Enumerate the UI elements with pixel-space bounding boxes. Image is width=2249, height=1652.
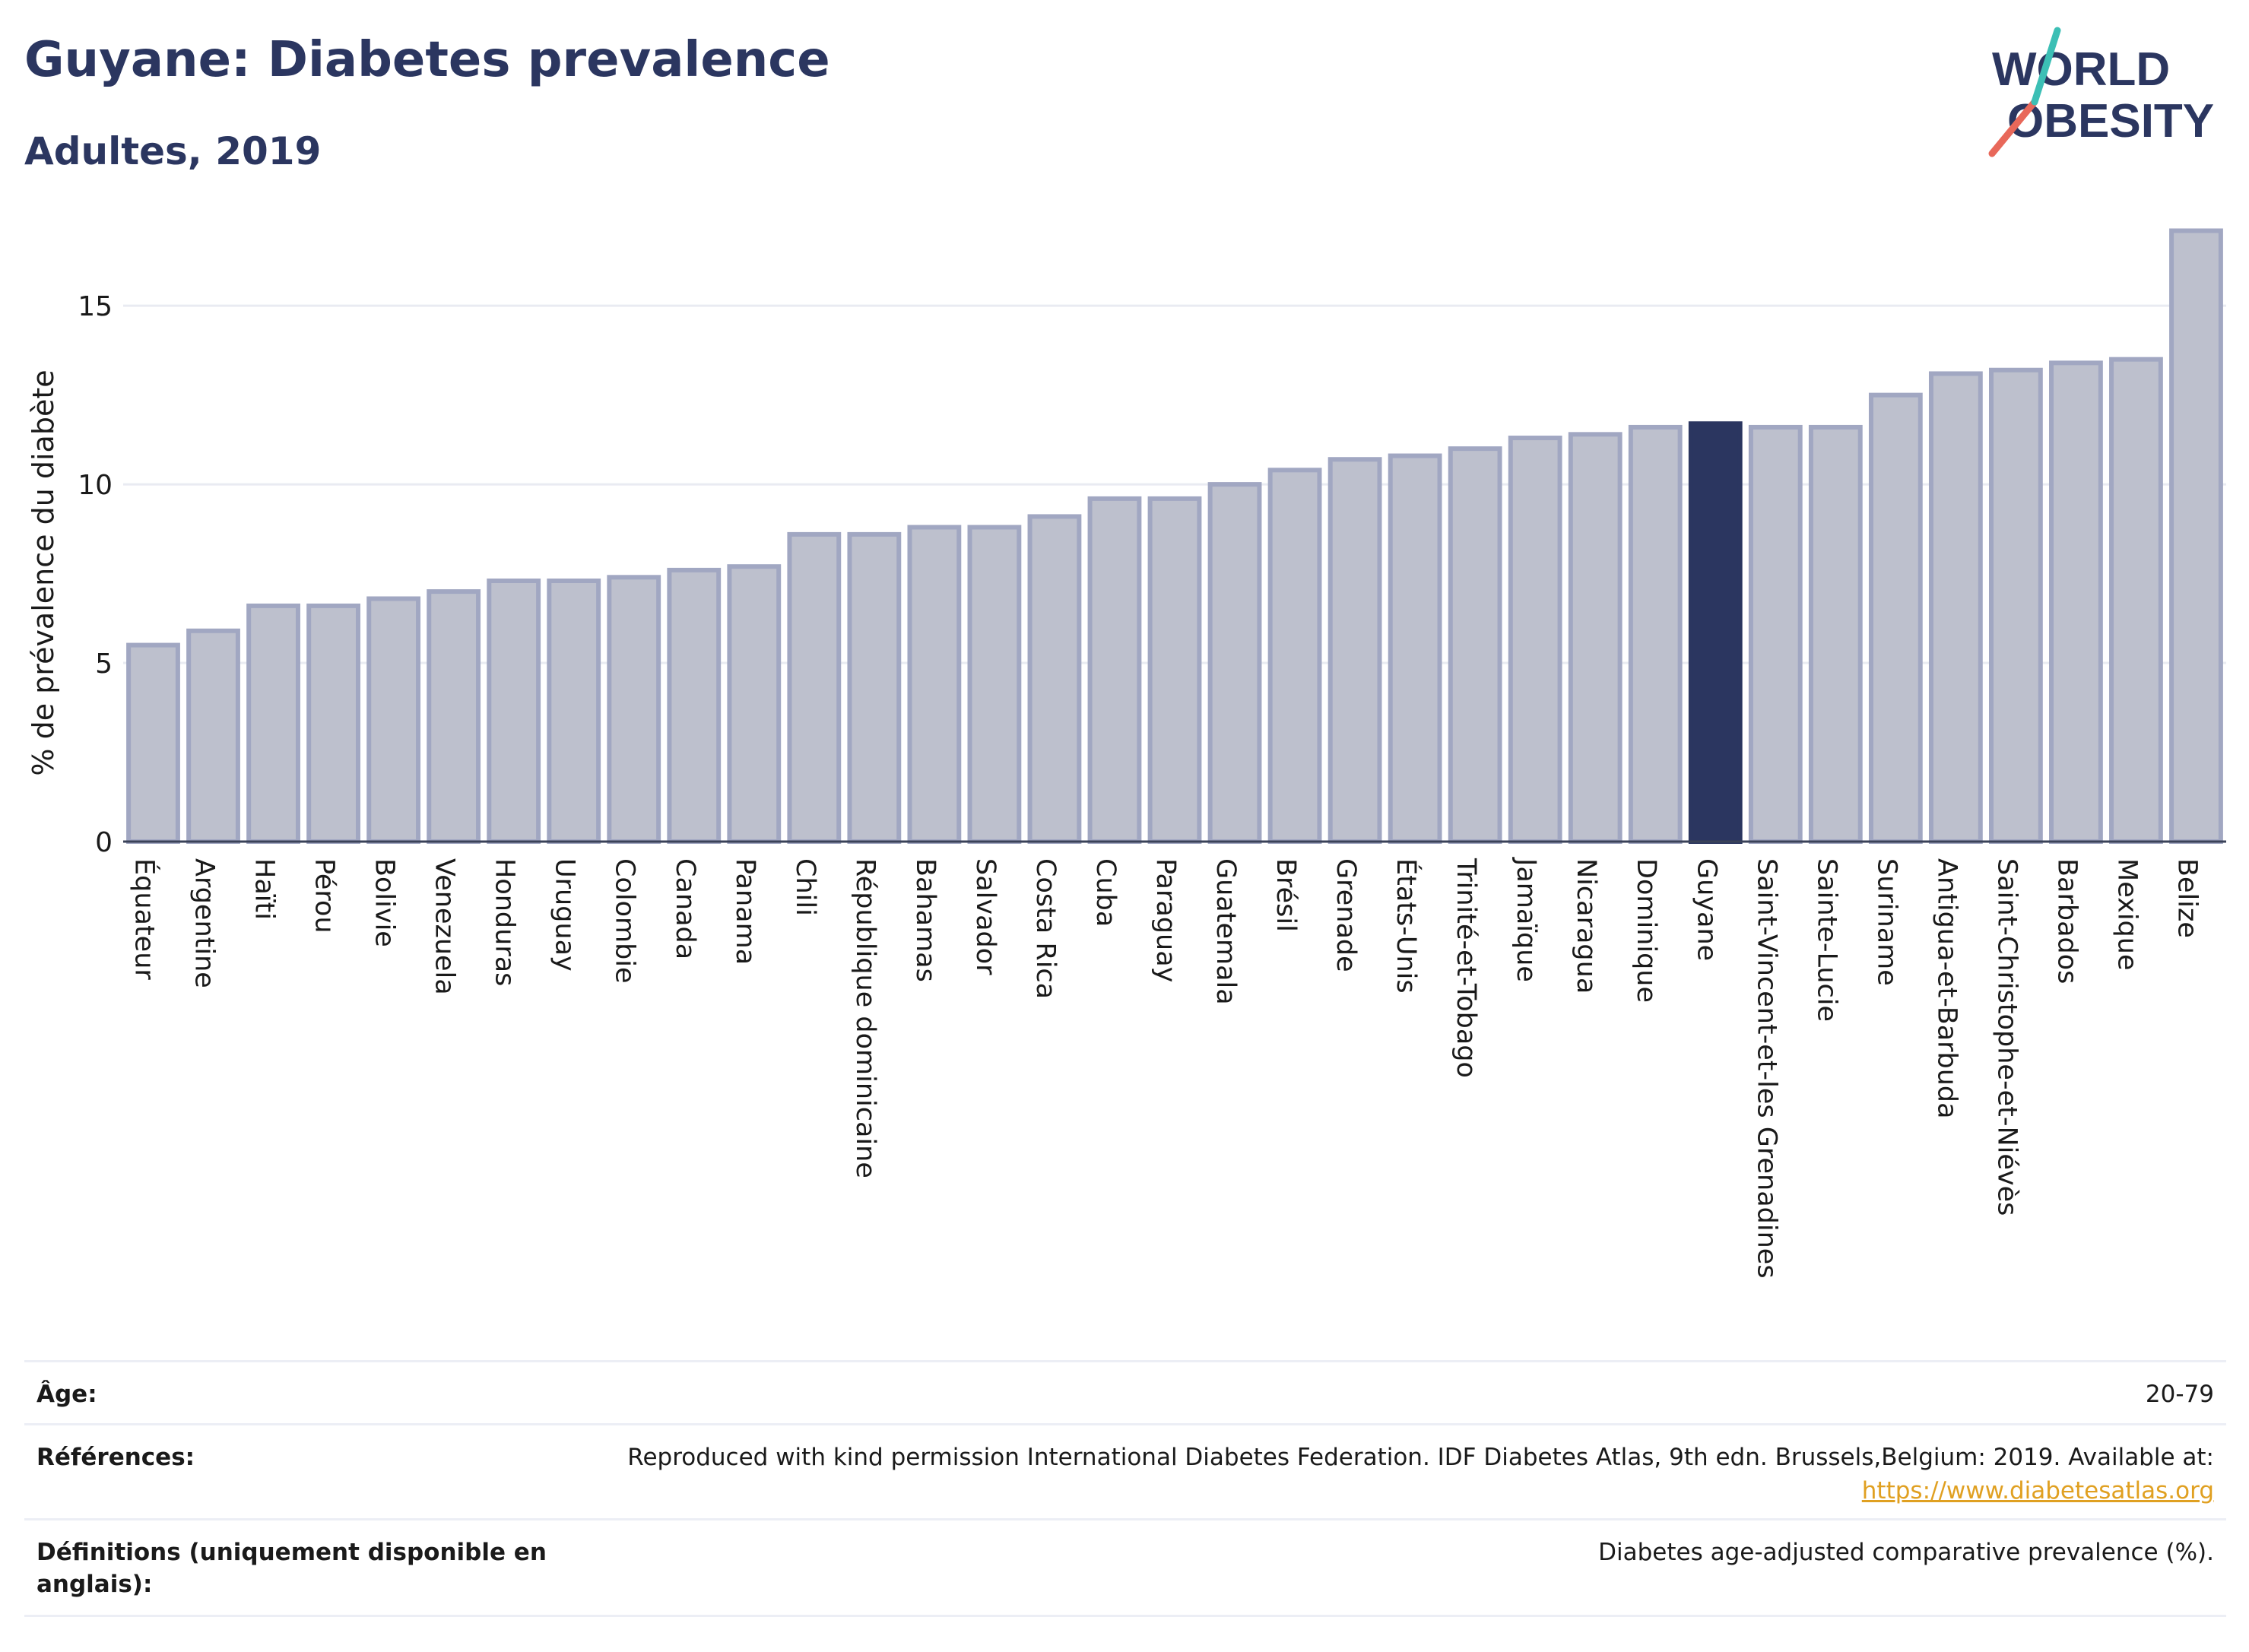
definitions-label-line2: anglais): [36, 1571, 153, 1598]
x-tick-label: Canada [670, 858, 700, 959]
bar-états-unis [1388, 453, 1442, 844]
bar-barbados [2049, 360, 2103, 844]
bar-saint-christophe-et-niévès [1988, 367, 2043, 844]
x-tick-label: Haïti [249, 858, 280, 920]
x-tick-label: Honduras [490, 858, 520, 986]
y-tick-label: 0 [95, 827, 113, 858]
age-label: Âge: [36, 1381, 97, 1408]
bar-cuba [1087, 496, 1142, 845]
bar-salvador [967, 525, 1022, 844]
x-tick-label: Sainte-Lucie [1811, 858, 1841, 1022]
info-table: Âge: 20-79 Références: Reproduced with k… [24, 1360, 2226, 1617]
x-tick-label: Panama [730, 858, 760, 965]
x-tick-label: Mexique [2111, 858, 2142, 971]
info-row-age: Âge: 20-79 [24, 1362, 2226, 1425]
x-tick-label: Venezuela [430, 858, 460, 995]
bar-mexique [2109, 357, 2163, 845]
bar-jamaïque [1508, 436, 1562, 844]
x-tick-label: Chili [790, 858, 820, 916]
age-value: 20-79 [2145, 1381, 2214, 1408]
logo-slash-red [1988, 98, 2038, 157]
bar-trinité-et-tobago [1448, 446, 1502, 844]
bar-antigua-et-barbuda [1928, 371, 1983, 844]
bar-haïti [246, 603, 300, 844]
x-tick-label: Paraguay [1150, 858, 1181, 982]
bar-belize [2169, 228, 2223, 844]
bar-république-dominicaine [847, 531, 902, 844]
bars [126, 228, 2223, 845]
bar-colombie [607, 575, 661, 845]
bar-guatemala [1207, 482, 1262, 844]
x-tick-labels: Équateur Argentine Haïti Pérou Bolivie Venezu… [129, 857, 2203, 1279]
x-tick-label: Cuba [1090, 858, 1121, 927]
references-link-wrap: https://www.diabetesatlas.org [1862, 1477, 2214, 1505]
x-tick-label: Belize [2171, 858, 2202, 938]
x-tick-label: États-Unis [1391, 858, 1423, 994]
bar-pérou [306, 603, 361, 844]
bar-costa-rica [1027, 514, 1082, 844]
bar-honduras [487, 578, 541, 845]
bar-argentine [186, 628, 240, 844]
x-tick-label: Trinité-et-Tobago [1451, 858, 1481, 1078]
page-subtitle: Adultes, 2019 [24, 129, 322, 173]
bar-chart: 0 5 10 15 Équateur Argentine Haïti Pérou Bolivi… [27, 228, 2226, 1279]
references-link[interactable]: https://www.diabetesatlas.org [1861, 1477, 2214, 1505]
definitions-label-line1: Définitions (uniquement disponible en [36, 1539, 547, 1566]
x-tick-label: Brésil [1270, 858, 1301, 932]
x-tick-label: Uruguay [550, 858, 580, 972]
logo-word-2: OBESITY [2007, 95, 2214, 147]
y-axis-label: % de prévalence du diabète [27, 369, 60, 775]
bar-venezuela [427, 589, 481, 844]
x-tick-label: Grenade [1331, 858, 1361, 972]
bar-guyane [1688, 421, 1743, 844]
references-text: Reproduced with kind permission Internat… [627, 1444, 2214, 1471]
info-row-references: Références: Reproduced with kind permiss… [24, 1425, 2226, 1520]
bar-bolivie [366, 596, 421, 845]
x-tick-label: Dominique [1631, 858, 1661, 1003]
x-tick-label: Barbados [2051, 858, 2082, 984]
x-tick-label: Équateur [129, 858, 161, 980]
x-tick-label: Argentine [189, 858, 220, 988]
world-obesity-logo: WORLD OBESITY [1988, 27, 2214, 157]
logo-slash-teal [2031, 27, 2061, 106]
x-tick-label: Salvador [970, 858, 1001, 975]
x-tick-label: Saint-Christophe-et-Niévès [1991, 858, 2022, 1216]
bar-suriname [1868, 392, 1923, 844]
bar-brésil [1267, 468, 1322, 844]
logo-word-1: WORLD [1992, 43, 2170, 96]
bar-paraguay [1147, 496, 1202, 845]
x-tick-label: Saint-Vincent-et-les Grenadines [1751, 858, 1781, 1279]
y-tick-label: 15 [78, 291, 113, 322]
bar-chili [787, 531, 842, 844]
bar-équateur [126, 642, 180, 844]
x-tick-label: Jamaïque [1511, 857, 1541, 982]
x-tick-label: Nicaragua [1571, 858, 1601, 994]
x-tick-label: Suriname [1871, 858, 1902, 986]
x-tick-label: Antigua-et-Barbuda [1931, 858, 1962, 1119]
x-tick-label: Guyane [1691, 858, 1721, 961]
y-tick-label: 5 [95, 648, 113, 680]
x-tick-label: Bahamas [910, 858, 941, 982]
x-tick-label: République dominicaine [850, 858, 880, 1178]
bar-bahamas [907, 525, 962, 844]
x-tick-label: Costa Rica [1030, 858, 1061, 999]
bar-sainte-lucie [1808, 424, 1863, 844]
bar-nicaragua [1568, 432, 1623, 844]
page-title: Guyane: Diabetes prevalence [24, 32, 830, 88]
x-tick-label: Bolivie [370, 858, 400, 947]
bar-canada [667, 567, 722, 844]
y-tick-label: 10 [78, 470, 113, 501]
bar-uruguay [547, 578, 601, 845]
x-tick-label: Pérou [309, 858, 340, 934]
y-tick-labels: 0 5 10 15 [78, 291, 113, 858]
references-label: Références: [36, 1444, 195, 1471]
definitions-text: Diabetes age-adjusted comparative preval… [1598, 1539, 2214, 1566]
bar-dominique [1628, 424, 1683, 844]
bar-grenade [1328, 457, 1382, 845]
x-tick-label: Colombie [610, 858, 640, 984]
bar-panama [727, 564, 782, 844]
info-row-definitions: Définitions (uniquement disponible en an… [24, 1520, 2226, 1617]
x-tick-label: Guatemala [1210, 858, 1241, 1005]
bar-saint-vincent-et-les-grenadines [1748, 424, 1803, 844]
